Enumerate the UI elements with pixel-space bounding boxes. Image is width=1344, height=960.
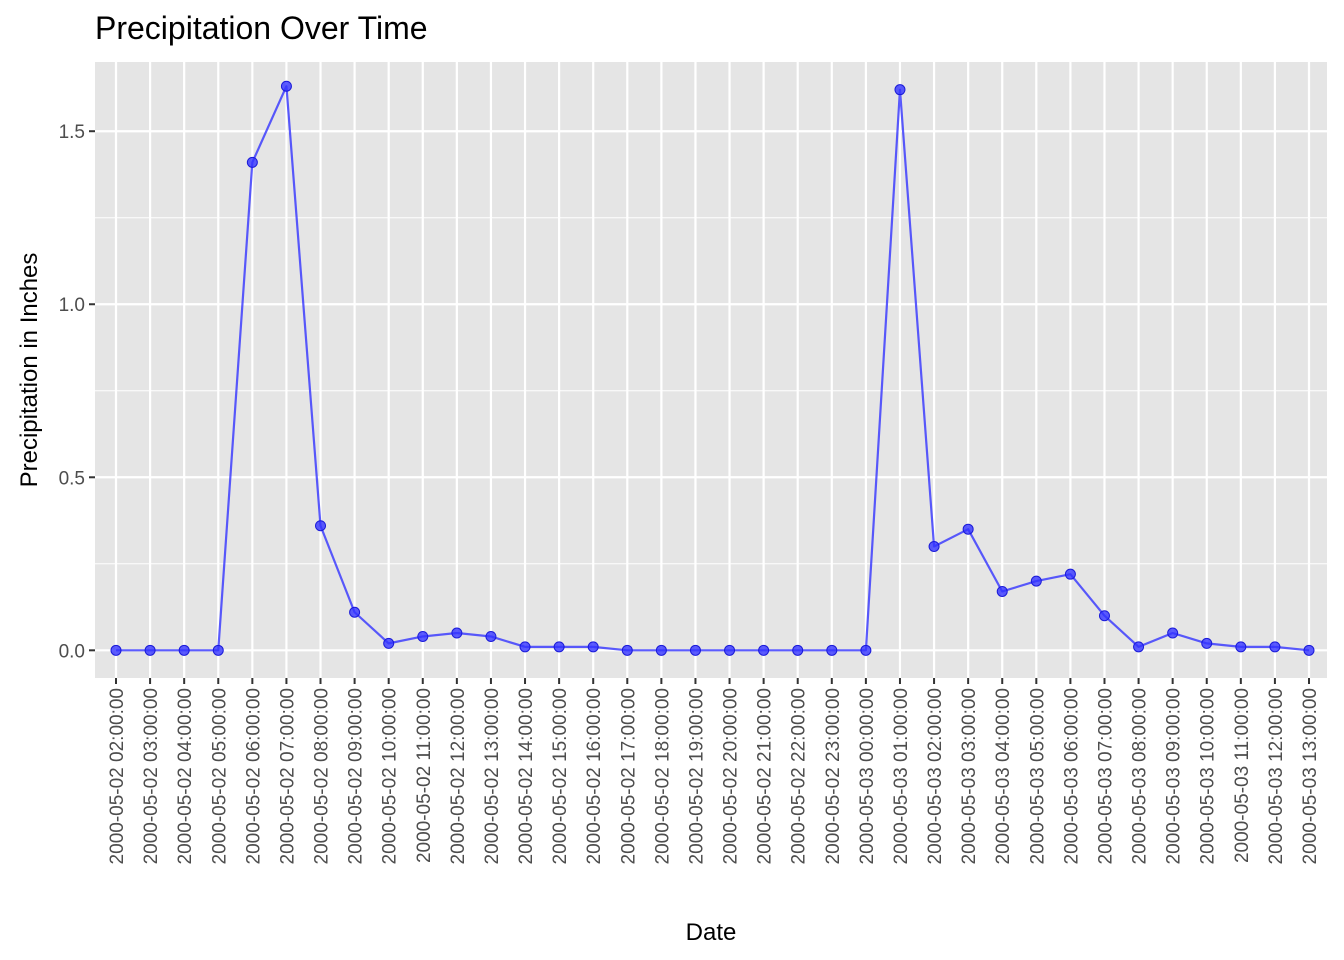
- x-tick-label: 2000-05-03 10:00:00: [1198, 688, 1219, 864]
- x-tick-label: 2000-05-03 07:00:00: [1095, 688, 1116, 864]
- data-point: [349, 606, 361, 618]
- data-point: [246, 156, 258, 168]
- data-point: [315, 520, 327, 532]
- data-points: [110, 80, 1315, 656]
- data-point: [485, 630, 497, 642]
- x-tick-label: 2000-05-03 02:00:00: [925, 688, 946, 864]
- x-axis-title: Date: [686, 919, 737, 946]
- x-tick-label: 2000-05-02 14:00:00: [516, 688, 537, 864]
- x-tick-label: 2000-05-03 05:00:00: [1027, 688, 1048, 864]
- data-point: [1303, 644, 1315, 656]
- data-point: [212, 644, 224, 656]
- data-point: [621, 644, 633, 656]
- data-point: [1133, 641, 1145, 653]
- data-point: [1098, 610, 1110, 622]
- x-tick-label: 2000-05-03 04:00:00: [993, 688, 1014, 864]
- y-tick-label: 1.5: [59, 122, 85, 143]
- y-axis: 0.0 0.5 1.0 1.5: [59, 122, 95, 662]
- x-tick-label: 2000-05-03 03:00:00: [959, 688, 980, 864]
- data-point: [110, 644, 122, 656]
- x-tick-label: 2000-05-02 10:00:00: [380, 688, 401, 864]
- data-point: [451, 627, 463, 639]
- data-point: [178, 644, 190, 656]
- chart-title: Precipitation Over Time: [95, 10, 428, 46]
- y-tick-label: 0.0: [59, 641, 85, 662]
- data-point: [587, 641, 599, 653]
- x-tick-label: 2000-05-03 09:00:00: [1164, 688, 1185, 864]
- x-tick-label: 2000-05-02 23:00:00: [823, 688, 844, 864]
- data-point: [280, 80, 292, 92]
- x-tick-label: 2000-05-02 04:00:00: [175, 688, 196, 864]
- x-axis: 2000-05-02 02:00:00 2000-05-02 03:00:00 20…: [107, 678, 1321, 864]
- data-point: [962, 523, 974, 535]
- x-tick-label: 2000-05-03 11:00:00: [1232, 688, 1253, 863]
- plot-panel: [95, 62, 1327, 678]
- data-point: [894, 84, 906, 96]
- x-tick-label: 2000-05-02 18:00:00: [652, 688, 673, 864]
- data-point: [689, 644, 701, 656]
- data-point: [1235, 641, 1247, 653]
- x-tick-label: 2000-05-02 20:00:00: [721, 688, 742, 864]
- data-point: [144, 644, 156, 656]
- x-tick-label: 2000-05-03 06:00:00: [1061, 688, 1082, 864]
- x-tick-label: 2000-05-03 08:00:00: [1130, 688, 1151, 864]
- data-point: [1201, 637, 1213, 649]
- x-tick-label: 2000-05-02 05:00:00: [209, 688, 230, 864]
- x-tick-label: 2000-05-03 13:00:00: [1300, 688, 1321, 864]
- data-point: [1064, 568, 1076, 580]
- data-point: [1269, 641, 1281, 653]
- x-tick-label: 2000-05-03 01:00:00: [891, 688, 912, 864]
- y-tick-label: 0.5: [59, 468, 85, 489]
- data-point: [826, 644, 838, 656]
- y-tick-label: 1.0: [59, 295, 85, 316]
- data-point: [383, 637, 395, 649]
- data-point: [553, 641, 565, 653]
- x-tick-label: 2000-05-02 08:00:00: [312, 688, 333, 864]
- x-tick-label: 2000-05-02 13:00:00: [482, 688, 503, 864]
- x-tick-label: 2000-05-02 11:00:00: [414, 688, 435, 863]
- data-point: [519, 641, 531, 653]
- data-point: [1030, 575, 1042, 587]
- data-point: [724, 644, 736, 656]
- data-point: [655, 644, 667, 656]
- x-tick-label: 2000-05-02 15:00:00: [550, 688, 571, 864]
- data-point: [792, 644, 804, 656]
- x-tick-label: 2000-05-02 07:00:00: [277, 688, 298, 864]
- data-point: [758, 644, 770, 656]
- x-tick-label: 2000-05-02 21:00:00: [755, 688, 776, 864]
- x-tick-label: 2000-05-02 16:00:00: [584, 688, 605, 864]
- x-tick-label: 2000-05-02 02:00:00: [107, 688, 128, 864]
- x-tick-label: 2000-05-02 17:00:00: [618, 688, 639, 864]
- x-tick-label: 2000-05-02 12:00:00: [448, 688, 469, 864]
- x-tick-label: 2000-05-02 19:00:00: [686, 688, 707, 864]
- x-tick-label: 2000-05-02 03:00:00: [141, 688, 162, 864]
- data-point: [996, 585, 1008, 597]
- x-tick-label: 2000-05-02 09:00:00: [346, 688, 367, 864]
- data-point: [417, 630, 429, 642]
- data-point: [928, 540, 940, 552]
- x-tick-label: 2000-05-03 00:00:00: [857, 688, 878, 864]
- data-point: [1167, 627, 1179, 639]
- x-tick-label: 2000-05-02 06:00:00: [243, 688, 264, 864]
- series-line: [116, 85, 1310, 652]
- data-point: [860, 644, 872, 656]
- y-axis-title: Precipitation in Inches: [16, 253, 43, 488]
- x-tick-label: 2000-05-03 12:00:00: [1266, 688, 1287, 864]
- x-tick-label: 2000-05-02 22:00:00: [789, 688, 810, 864]
